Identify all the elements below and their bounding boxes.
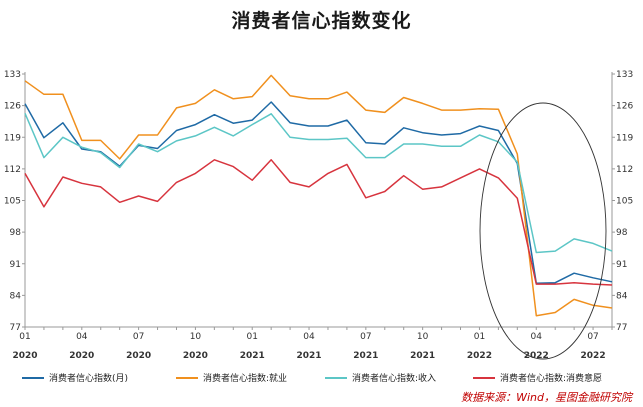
series-line-4 (24, 159, 613, 286)
x-tick-label-year: 2021 (353, 351, 378, 361)
y-tick-label-left: 105 (4, 197, 21, 207)
x-tick-label-year: 2022 (581, 351, 606, 361)
y-tick-label-left: 91 (10, 260, 21, 270)
x-tick-label-month: 07 (587, 332, 598, 342)
legend-label-1: 消费者信心指数(月) (49, 372, 128, 384)
x-tick-label-month: 04 (531, 332, 543, 342)
x-tick-label-year: 2022 (467, 351, 492, 361)
x-tick-label-month: 10 (190, 332, 202, 342)
y-tick-label-left: 98 (10, 228, 22, 238)
x-tick-label-month: 10 (417, 332, 429, 342)
x-tick-label-month: 04 (303, 332, 315, 342)
legend-label-2: 消费者信心指数:就业 (203, 372, 287, 384)
x-tick-label-month: 07 (360, 332, 371, 342)
legend-label-3: 消费者信心指数:收入 (352, 372, 436, 384)
x-tick-label-year: 2021 (297, 351, 322, 361)
y-tick-label-left: 126 (4, 102, 21, 112)
y-tick-label-right: 91 (616, 260, 627, 270)
x-tick-label-year: 2020 (69, 351, 94, 361)
x-tick-label-year: 2020 (126, 351, 151, 361)
x-tick-label-month: 01 (246, 332, 257, 342)
y-tick-label-right: 77 (616, 323, 627, 333)
x-tick-label-month: 07 (133, 332, 144, 342)
series-line-2 (24, 74, 613, 317)
y-tick-label-left: 112 (4, 165, 21, 175)
y-tick-label-right: 105 (616, 197, 633, 207)
y-tick-label-left: 133 (4, 70, 21, 80)
tick-labels: 77 77 84 84 91 91 98 98 105 105 112 112 119 119 126 126… (4, 70, 634, 361)
chart-title: 消费者信心指数变化 (231, 10, 412, 32)
y-tick-label-right: 119 (616, 133, 633, 143)
y-tick-label-right: 133 (616, 70, 633, 80)
x-tick-label-month: 01 (19, 332, 30, 342)
y-tick-label-right: 126 (616, 102, 633, 112)
x-tick-label-month: 01 (474, 332, 485, 342)
source-note: 数据来源：Wind，星图金融研究院 (461, 391, 634, 404)
y-tick-label-left: 77 (10, 323, 21, 333)
legend: 消费者信心指数(月) 消费者信心指数:就业 消费者信心指数:收入 消费者信心指数:消费… (22, 372, 602, 384)
series-line-3 (24, 113, 613, 254)
y-tick-label-right: 112 (616, 165, 633, 175)
x-tick-label-year: 2022 (524, 351, 549, 361)
y-tick-label-right: 84 (616, 291, 628, 301)
x-tick-label-year: 2021 (410, 351, 435, 361)
highlight-ellipse (479, 102, 607, 360)
y-tick-label-right: 98 (616, 228, 628, 238)
x-tick-label-year: 2020 (183, 351, 208, 361)
y-tick-label-left: 119 (4, 133, 21, 143)
x-tick-label-year: 2021 (240, 351, 265, 361)
series-lines (24, 74, 613, 317)
x-tick-label-month: 04 (76, 332, 88, 342)
x-tick-label-year: 2020 (12, 351, 37, 361)
y-tick-label-left: 84 (10, 291, 22, 301)
legend-label-4: 消费者信心指数:消费意愿 (500, 372, 602, 384)
